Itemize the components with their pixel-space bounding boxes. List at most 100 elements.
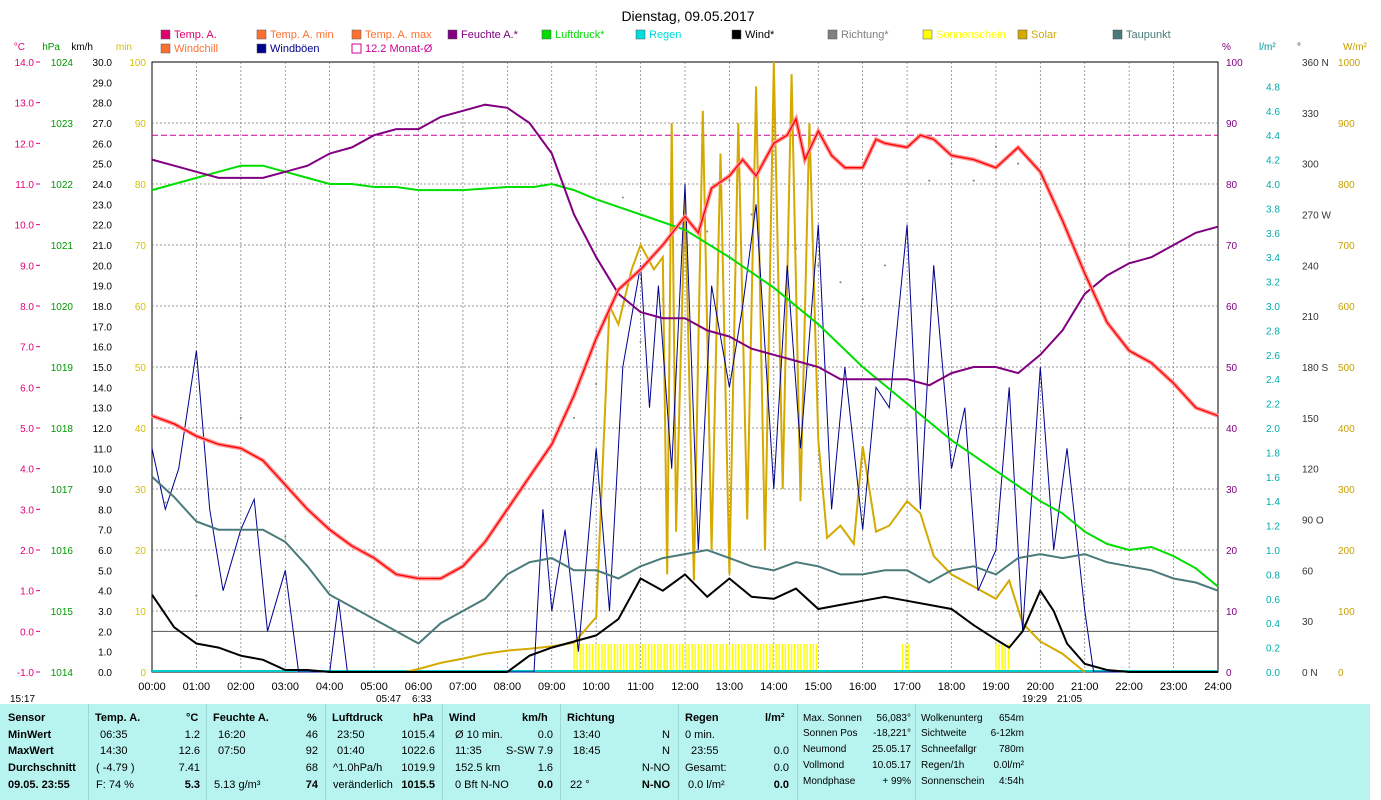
- axis-tick-label: 12.0: [15, 139, 35, 150]
- axis-tick-label: 0.4: [1266, 619, 1280, 630]
- direction-point: [728, 179, 731, 182]
- axis-tick-label: 150: [1302, 414, 1319, 425]
- axis-tick-label: 30: [135, 485, 147, 496]
- axis-tick-label: 13.0: [93, 404, 113, 415]
- legend-swatch: [351, 43, 362, 54]
- separator: [325, 704, 326, 800]
- press-trend: ^1.0hPa/h: [333, 762, 383, 774]
- legend-swatch: [541, 29, 552, 40]
- legend-swatch: [731, 29, 742, 40]
- cloud-label-5: Sonnenschein: [921, 776, 985, 787]
- axis-tick-label: 330: [1302, 109, 1319, 120]
- x-tick-label: 04:00: [316, 681, 344, 693]
- direction-point: [572, 416, 575, 419]
- axis-tick-label: 1.8: [1266, 448, 1280, 459]
- axis-tick-label: 200: [1338, 546, 1355, 557]
- axis-tick-label: 8.0: [20, 302, 34, 313]
- axis-tick-label: 30.0: [93, 58, 113, 69]
- axis-tick-label: 4.8: [1266, 82, 1280, 93]
- axis-tick-label: 1017: [51, 485, 74, 496]
- press-max-value: 1022.6: [401, 745, 435, 757]
- temp-avg-value: 7.41: [178, 762, 200, 774]
- axis-tick-label: 4.0: [20, 465, 34, 476]
- dir-current: N-NO: [641, 779, 670, 791]
- axis-tick-label: 23.0: [93, 200, 113, 211]
- axis-tick-label: 1018: [51, 424, 74, 435]
- hum-max-value: 92: [305, 745, 318, 757]
- temp-unit: °C: [186, 712, 199, 724]
- sun-value-3: 25.05.17: [872, 744, 911, 755]
- direction-point: [239, 416, 242, 419]
- x-tick-label: 06:00: [405, 681, 433, 693]
- axis-tick-label: 40: [1226, 424, 1238, 435]
- direction-point: [284, 535, 287, 538]
- dir-val2: N: [662, 745, 670, 757]
- axis-tick-label: 2.8: [1266, 326, 1280, 337]
- axis-tick-label: 120: [1302, 465, 1319, 476]
- axis-tick-label: 17.0: [93, 322, 113, 333]
- x-tick-label: 23:00: [1160, 681, 1188, 693]
- legend-label: Temp. A. min: [270, 29, 334, 41]
- temp-max-value: 12.6: [178, 745, 200, 757]
- wind-bft: 0 Bft N-NO: [455, 779, 509, 791]
- axis-tick-label: 210: [1302, 312, 1319, 323]
- axis-tick-label: 600: [1338, 302, 1355, 313]
- axis-tick-label: 3.2: [1266, 278, 1280, 289]
- x-tick-label: 05:00: [360, 681, 388, 693]
- separator: [797, 704, 798, 800]
- temp-line: [151, 117, 1219, 580]
- cloud-label-4: Regen/1h: [921, 760, 965, 771]
- dir-val1: N: [662, 729, 670, 741]
- axis-tick-label: 0.8: [1266, 570, 1280, 581]
- direction-point: [195, 594, 198, 597]
- weather-chart: Dienstag, 09.05.2017 Temp. A. Temp. A. mi…: [10, 8, 1368, 704]
- wind-title: Wind: [449, 712, 476, 724]
- press-title: Luftdruck: [332, 712, 383, 724]
- sun-label-3: Neumond: [803, 744, 847, 755]
- rain-title: Regen: [685, 712, 719, 724]
- sunrise-label: 05:47: [376, 694, 401, 704]
- axis-tick-label: 20: [135, 546, 147, 557]
- press-unit: hPa: [413, 712, 434, 724]
- axis-tick-label: 2.0: [98, 627, 112, 638]
- axis-tick-label: 1.4: [1266, 497, 1280, 508]
- dir-val3: N-NO: [641, 762, 670, 774]
- dir-title: Richtung: [567, 712, 615, 724]
- axis-tick-label: 4.0: [1266, 180, 1280, 191]
- axis-tick-label: 900: [1338, 119, 1355, 130]
- wind-unit: km/h: [522, 712, 548, 724]
- wind-current: 0.0: [537, 779, 553, 791]
- grid: [152, 62, 1218, 672]
- axis-tick-label: 60: [1226, 302, 1238, 313]
- axis-tick-label: 30: [1302, 617, 1314, 628]
- time-label: 15:17: [10, 694, 35, 704]
- axis-tick-label: 1014: [51, 668, 74, 679]
- hum-avg-value: 68: [305, 762, 318, 774]
- direction-point: [1017, 162, 1020, 165]
- direction-point: [972, 179, 975, 182]
- x-tick-label: 11:00: [627, 681, 654, 693]
- sun-label-4: Vollmond: [803, 760, 845, 771]
- x-tick-label: 01:00: [183, 681, 211, 693]
- axis-tick-label: 2.2: [1266, 400, 1280, 411]
- press-current: 1015.5: [401, 779, 435, 791]
- hum-abs: 5.13 g/m³: [214, 779, 261, 791]
- legend-label: Luftdruck*: [555, 29, 605, 41]
- axis-tick-label: 27.0: [93, 119, 113, 130]
- direction-point: [706, 230, 709, 233]
- axis-tick-label: 10: [1226, 607, 1238, 618]
- axis-tick-label: 24.0: [93, 180, 113, 191]
- axis-tick-label: 4.2: [1266, 156, 1280, 167]
- axis-tick-label: 100: [129, 58, 146, 69]
- axis-tick-label: 40: [135, 424, 147, 435]
- axis-unit: hPa: [42, 42, 60, 53]
- legend-swatch: [1112, 29, 1123, 40]
- axis-tick-label: 10.0: [93, 465, 113, 476]
- axis-tick-label: 360 N: [1302, 58, 1329, 69]
- hum-title: Feuchte A.: [213, 712, 269, 724]
- sunset2-label: 21:05: [1057, 694, 1082, 704]
- sun-label-5: Mondphase: [803, 776, 856, 787]
- legend-swatch: [827, 29, 838, 40]
- axis-tick-label: 22.0: [93, 221, 113, 232]
- axis-tick-label: 400: [1338, 424, 1355, 435]
